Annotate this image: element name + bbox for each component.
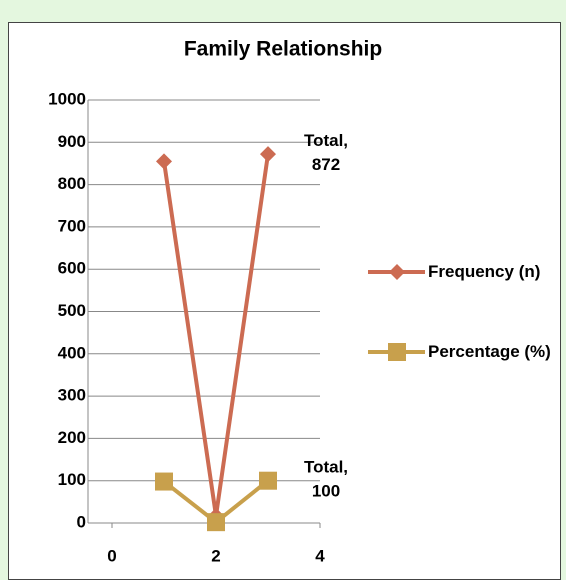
y-tick-label: 900 [58, 132, 86, 151]
data-label-line: Total, [304, 132, 348, 151]
point [155, 472, 173, 491]
series-line [162, 153, 270, 517]
y-tick-label: 200 [58, 428, 86, 447]
x-tick-label: 0 [107, 546, 116, 565]
chart-area [8, 22, 561, 580]
chart-title: Family Relationship [184, 38, 382, 61]
legend-marker [388, 343, 406, 361]
data-label-line: 100 [312, 482, 340, 501]
point [207, 513, 225, 532]
y-tick-label: 0 [77, 512, 86, 531]
legend-marker [389, 264, 405, 280]
legend-label: Frequency (n) [428, 262, 541, 281]
data-label-line: 872 [312, 156, 340, 175]
data-label: Total, 872 [304, 132, 348, 175]
legend-label: Percentage (%) [428, 342, 551, 361]
x-tick-label: 2 [211, 546, 220, 565]
point [156, 153, 172, 170]
y-tick-label: 1000 [48, 89, 86, 108]
y-tick-label: 500 [58, 301, 86, 320]
y-tick-label: 100 [58, 470, 86, 489]
y-tick-label: 600 [58, 259, 86, 278]
y-tick-label: 400 [58, 343, 86, 362]
x-tick-label: 4 [315, 546, 325, 565]
point [259, 471, 277, 490]
y-tick-label: 300 [58, 386, 86, 405]
point [260, 146, 276, 163]
y-tick-label: 800 [58, 174, 86, 193]
data-label-line: Total, [304, 458, 348, 477]
data-label: Total, 100 [304, 458, 348, 501]
y-tick-label: 700 [58, 216, 86, 235]
